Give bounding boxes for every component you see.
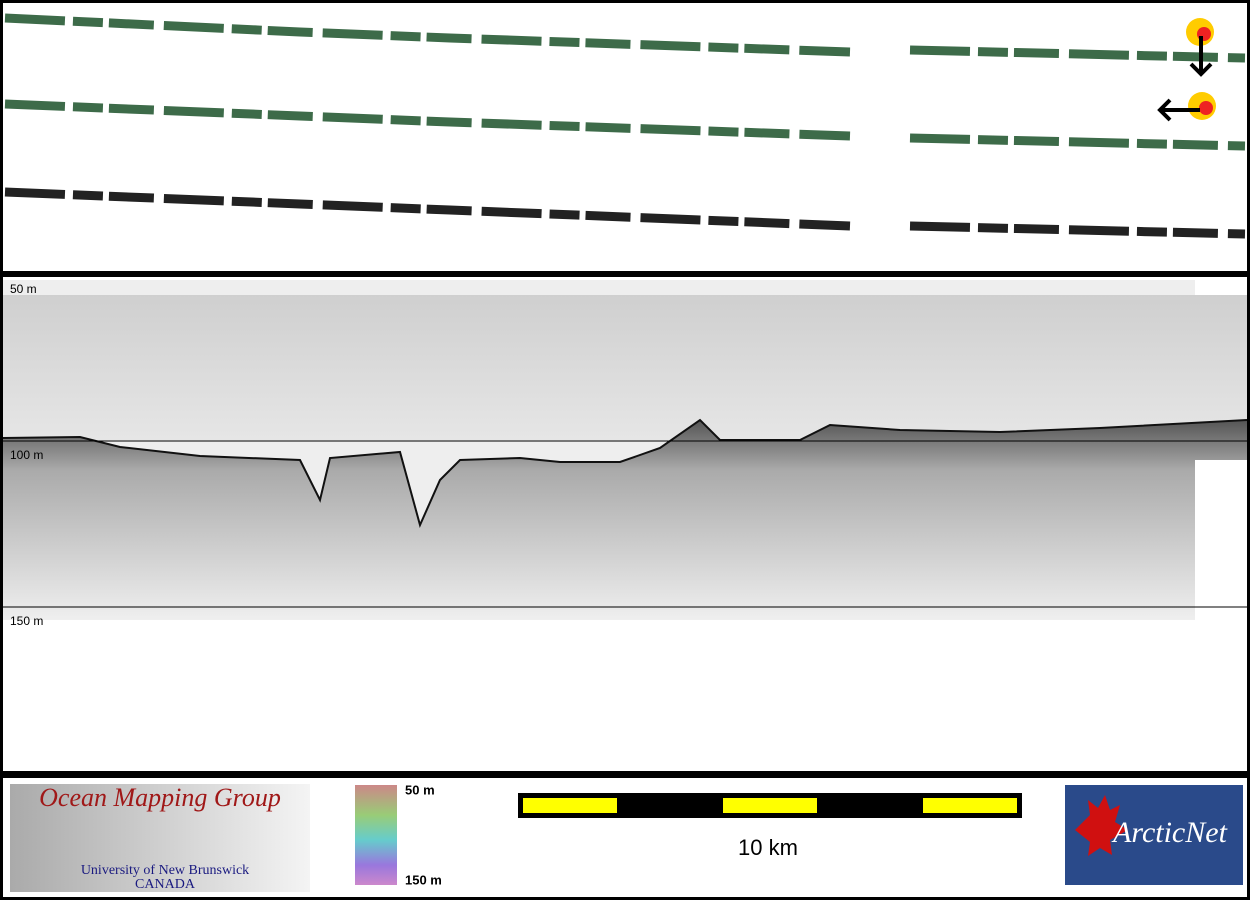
- scale-label: 10 km: [738, 835, 798, 860]
- scale-segment: [923, 798, 1017, 813]
- water-column: [3, 295, 1247, 440]
- colorbar-label: 150 m: [405, 872, 442, 887]
- swath-strips: [4, 13, 1246, 239]
- partner-name: ArcticNet: [1111, 816, 1228, 849]
- scale-segment: [523, 798, 617, 813]
- depth-label: 50 m: [10, 282, 37, 296]
- logo-line: CANADA: [135, 877, 196, 892]
- omg-logo: [10, 784, 310, 892]
- seafloor: [2, 418, 1248, 528]
- sub-bottom: [3, 420, 1247, 620]
- sun-icons: [1157, 18, 1216, 122]
- logo-title: Ocean Mapping Group: [39, 783, 281, 812]
- logo-line: University of New Brunswick: [81, 863, 249, 878]
- colorbar-label: 50 m: [405, 782, 435, 797]
- depth-label: 100 m: [10, 448, 43, 462]
- strip-sunlit-east: [4, 99, 1246, 151]
- strip-depth: [4, 187, 1246, 239]
- scale-segment: [723, 798, 817, 813]
- colorbar: [355, 785, 397, 885]
- maple-leaf: [1075, 795, 1128, 856]
- strip-sunlit-north: [4, 13, 1246, 63]
- depth-label: 150 m: [10, 614, 43, 628]
